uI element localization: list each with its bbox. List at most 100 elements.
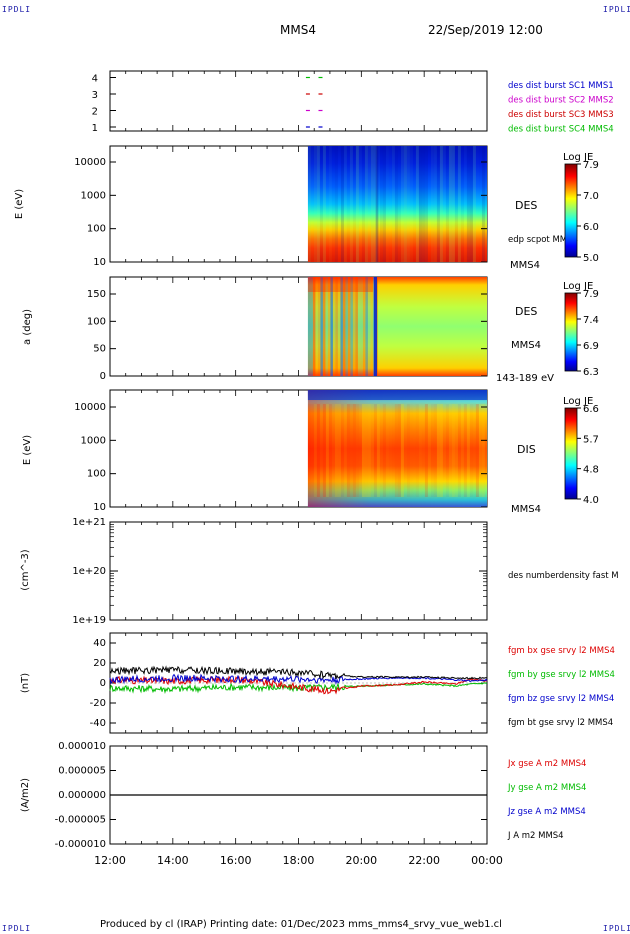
dis-energy-stripe xyxy=(469,404,473,497)
dis-energy-stripe xyxy=(340,404,344,497)
des-energy-stripe xyxy=(485,146,488,262)
current-legend-entry: J A m2 MMS4 xyxy=(507,831,564,841)
xaxis-tick-label: 22:00 xyxy=(408,854,440,867)
des-energy-stripe xyxy=(355,146,359,262)
burst-panel-frame xyxy=(109,70,488,132)
des-pitch-spectrogram xyxy=(307,277,487,376)
des-pitch-stripe xyxy=(350,277,353,376)
des-energy-stripe xyxy=(328,146,332,262)
xaxis-tick-label: 20:00 xyxy=(345,854,377,867)
des-energy-stripe xyxy=(430,146,434,262)
dis-energy-stripe xyxy=(475,404,479,497)
current-ytick-label: 0.000005 xyxy=(58,766,106,777)
des-energy-stripe xyxy=(347,146,350,262)
des-pitch-stripe xyxy=(367,277,371,376)
des-energy-ylabel: E (eV) xyxy=(14,189,25,219)
dis-energy-stripe xyxy=(442,404,446,497)
dis-energy-stripe xyxy=(436,404,440,497)
des-energy-stripe xyxy=(413,146,416,262)
density-legend-entry: des numberdensity fast M xyxy=(508,571,619,581)
des-energy-stripe xyxy=(326,146,329,262)
des-pitch-stripe xyxy=(335,277,338,376)
dis-energy-colorbar xyxy=(564,407,578,500)
des-energy-stripe xyxy=(424,146,428,262)
dis-energy-stripe xyxy=(307,404,311,497)
density-panel-frame xyxy=(109,521,488,621)
bfield-ytick-label: 20 xyxy=(93,658,106,669)
dis-energy-ylabel: E (eV) xyxy=(22,435,33,465)
dis-energy-stripe xyxy=(394,404,398,497)
des-energy-stripe xyxy=(382,146,386,262)
bfield-legend-entry: fgm by gse srvy l2 MMS4 xyxy=(508,670,615,680)
dis-energy-stripe xyxy=(316,404,320,497)
des-energy-colorbar xyxy=(564,163,578,258)
burst-panel-ytick-label: 3 xyxy=(92,90,98,101)
dis-energy-stripe xyxy=(473,404,476,497)
corner-mark-bottom-left: IPDLI xyxy=(2,924,32,933)
dis-energy-stripe xyxy=(404,404,407,497)
dis-energy-stripe xyxy=(328,404,332,497)
des-energy-ytick-label: 10000 xyxy=(74,157,106,168)
dis-energy-stripe xyxy=(334,404,338,497)
dis-energy-stripe xyxy=(367,404,371,497)
des-pitch-stripe xyxy=(317,277,321,376)
des-energy-stripe xyxy=(367,146,371,262)
dis-energy-colorbar-title: Log JE xyxy=(563,396,593,407)
dis-energy-stripe xyxy=(448,404,452,497)
des-energy-stripe xyxy=(464,146,467,262)
des-pitch-ytick-label: 50 xyxy=(93,344,106,355)
dis-energy-stripe xyxy=(439,404,443,497)
dis-energy-stripe xyxy=(460,404,464,497)
bfield-series-line xyxy=(109,665,488,680)
dis-energy-side-label: MMS4 xyxy=(511,504,541,515)
xaxis-tick-label: 14:00 xyxy=(157,854,189,867)
dis-energy-stripe xyxy=(310,404,314,497)
des-pitch-colorbar-tick-label: 6.9 xyxy=(583,341,599,352)
bfield-ylabel: (nT) xyxy=(20,673,31,693)
dis-energy-stripe xyxy=(331,404,335,497)
des-pitch-colorbar-tick-label: 6.3 xyxy=(583,367,599,378)
dis-energy-top-band xyxy=(307,390,487,400)
dis-energy-stripe xyxy=(445,404,449,497)
xaxis-tick-label: 12:00 xyxy=(94,854,126,867)
des-energy-colorbar-tick-label: 6.0 xyxy=(583,222,599,233)
dis-energy-stripe xyxy=(392,404,395,497)
bfield-legend-entry: fgm bx gse srvy l2 MMS4 xyxy=(508,646,615,656)
des-energy-stripe xyxy=(457,146,461,262)
des-energy-stripe xyxy=(319,146,323,262)
des-energy-colorbar-tick-label: 7.0 xyxy=(583,191,599,202)
current-ytick-label: 0.000000 xyxy=(58,790,106,801)
des-energy-stripe xyxy=(409,146,413,262)
spacecraft-title: MMS4 xyxy=(280,23,316,37)
des-energy-colorbar-tick-label: 5.0 xyxy=(583,253,599,264)
des-energy-stripe xyxy=(418,146,422,262)
bfield-ytick-label: -40 xyxy=(90,718,106,729)
bfield-ytick-label: 0 xyxy=(100,678,106,689)
corner-mark-top-left: IPDLI xyxy=(2,5,32,14)
des-energy-stripe xyxy=(460,146,464,262)
des-pitch-stripe xyxy=(332,277,336,376)
current-legend-entry: Jy gse A m2 MMS4 xyxy=(507,783,586,793)
xaxis-tick-label: 18:00 xyxy=(283,854,315,867)
dis-energy-stripe xyxy=(355,404,359,497)
dis-energy-stripe xyxy=(319,404,323,497)
dis-energy-stripe xyxy=(352,404,356,497)
des-energy-stripe xyxy=(421,146,425,262)
des-pitch-ytick-label: 150 xyxy=(87,289,106,300)
des-pitch-label: DES xyxy=(515,305,537,318)
des-pitch-stripe xyxy=(320,277,323,376)
des-energy-stripe xyxy=(379,146,383,262)
des-energy-stripe xyxy=(361,146,365,262)
des-pitch-ytick-label: 100 xyxy=(87,316,106,327)
dis-energy-colorbar-tick-label: 5.7 xyxy=(583,434,599,445)
des-energy-spectrogram xyxy=(307,146,487,262)
burst-panel-ytick-label: 4 xyxy=(92,74,98,85)
des-energy-stripe xyxy=(454,146,458,262)
dis-energy-stripe xyxy=(389,404,392,497)
dis-energy-stripe xyxy=(422,404,425,497)
des-pitch-ytick-label: 0 xyxy=(100,371,106,382)
des-energy-dark-band xyxy=(375,146,379,262)
dis-energy-stripe xyxy=(466,404,470,497)
des-energy-stripe xyxy=(352,146,356,262)
des-energy-stripe xyxy=(370,146,374,262)
